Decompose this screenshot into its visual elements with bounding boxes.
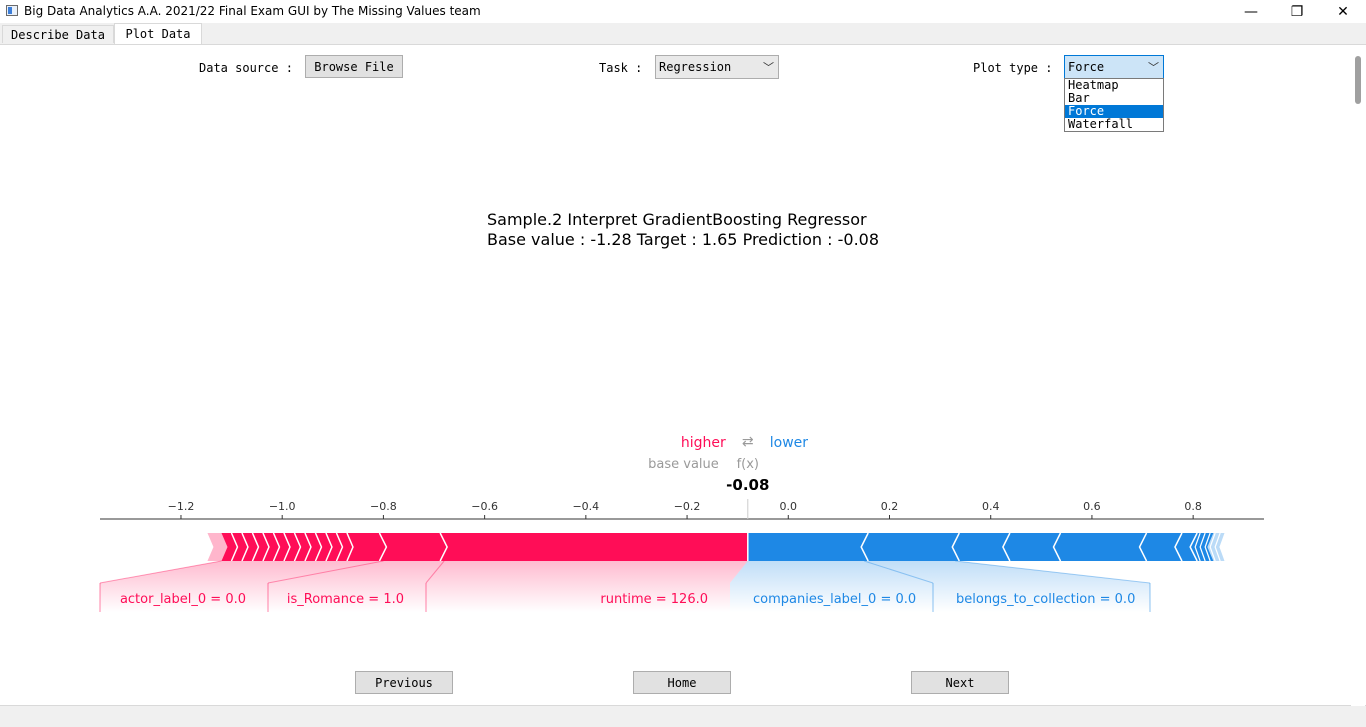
negative-bar-chevron <box>1199 532 1206 562</box>
tab-plot-data[interactable]: Plot Data <box>114 23 202 44</box>
chevron-down-icon: ﹀ <box>763 61 774 74</box>
positive-bar-chevron <box>304 532 312 562</box>
positive-feature-label: is_Romance = 1.0 <box>287 592 404 607</box>
negative-bar-divider <box>951 532 960 562</box>
x-tick-label: −1.0 <box>269 500 296 513</box>
positive-bar-divider <box>439 532 448 562</box>
plot-type-option-force[interactable]: Force <box>1065 105 1163 118</box>
plot-data-panel: Data source : Browse File Task : Regress… <box>0 44 1366 706</box>
x-tick-label: −0.2 <box>674 500 701 513</box>
x-tick-label: −0.8 <box>370 500 397 513</box>
previous-button[interactable]: Previous <box>355 671 453 694</box>
tab-bar: Describe Data Plot Data <box>0 23 1366 44</box>
negative-bar-divider <box>1002 532 1011 562</box>
negative-bar-divider <box>1138 532 1148 562</box>
plot-heading-line-1: Sample.2 Interpret GradientBoosting Regr… <box>487 210 867 229</box>
x-tick-label: 0.6 <box>1083 500 1101 513</box>
task-select[interactable]: Regression ﹀ <box>655 55 779 79</box>
plot-type-select-value: Force <box>1068 60 1105 74</box>
positive-feature-band <box>100 561 384 612</box>
task-label: Task : <box>599 61 643 75</box>
positive-feature-label: runtime = 126.0 <box>600 592 708 607</box>
chevron-down-icon: ﹀ <box>1148 61 1159 74</box>
negative-bar <box>747 533 1214 561</box>
plot-type-option-waterfall[interactable]: Waterfall <box>1068 117 1134 131</box>
positive-bar-chevron <box>283 532 291 562</box>
plot-heading-line-2: Base value : -1.28 Target : 1.65 Predict… <box>487 230 880 249</box>
negative-bar-chevron <box>1194 532 1201 562</box>
x-tick-label: 0.4 <box>982 500 1000 513</box>
legend-lower: lower <box>770 435 809 451</box>
plot-type-option-heatmap[interactable]: Heatmap <box>1068 78 1119 92</box>
positive-bar <box>221 533 748 561</box>
negative-bar-chevron <box>1219 532 1226 562</box>
x-tick-label: −0.6 <box>471 500 498 513</box>
plot-type-dropdown: Heatmap Bar Force Waterfall <box>1064 78 1164 132</box>
positive-feature-band <box>426 561 748 612</box>
positive-bar-divider <box>378 532 388 562</box>
home-button[interactable]: Home <box>633 671 731 694</box>
positive-feature-connector <box>425 560 445 584</box>
negative-feature-label: companies_label_0 = 0.0 <box>753 592 916 607</box>
positive-bar-chevron <box>314 532 323 562</box>
app-icon <box>6 5 18 16</box>
base-value-label: base value <box>648 457 719 472</box>
data-source-label: Data source : <box>199 61 293 75</box>
positive-bar-chevron <box>241 532 249 562</box>
close-button[interactable]: ✕ <box>1320 0 1366 23</box>
restore-icon: ❐ <box>1290 3 1304 20</box>
positive-feature-band <box>268 561 445 612</box>
positive-bar-chevron <box>262 532 270 562</box>
tab-describe-data[interactable]: Describe Data <box>2 25 114 43</box>
positive-feature-label: actor_label_0 = 0.0 <box>120 592 246 607</box>
negative-bar-divider <box>1174 532 1183 562</box>
plot-type-option-bar[interactable]: Bar <box>1068 91 1090 105</box>
negative-bar-divider <box>860 532 869 562</box>
x-tick-label: −0.4 <box>572 500 599 513</box>
positive-bar-tail <box>207 533 228 561</box>
plot-type-label: Plot type : <box>973 61 1053 75</box>
close-icon: ✕ <box>1337 3 1349 20</box>
positive-bar-chevron <box>335 532 344 562</box>
negative-feature-band <box>730 561 933 612</box>
x-tick-label: −1.2 <box>168 500 195 513</box>
scrollbar-thumb[interactable] <box>1355 56 1361 104</box>
negative-bar-chevron <box>1214 532 1221 562</box>
positive-bar-chevron <box>346 532 354 562</box>
prediction-value: -0.08 <box>726 476 769 494</box>
window-title: Big Data Analytics A.A. 2021/22 Final Ex… <box>24 4 481 18</box>
negative-bar-chevron <box>1209 532 1216 562</box>
restore-button[interactable]: ❐ <box>1274 0 1320 23</box>
plot-type-select[interactable]: Force ﹀ <box>1064 55 1164 79</box>
positive-bar-chevron <box>251 532 260 562</box>
browse-file-button[interactable]: Browse File <box>305 55 403 78</box>
minimize-icon: — <box>1244 3 1258 20</box>
next-button[interactable]: Next <box>911 671 1009 694</box>
legend-arrow-icon: ⇄ <box>742 434 754 450</box>
negative-bar-divider <box>1052 532 1062 562</box>
positive-bar-chevron <box>230 532 239 562</box>
negative-feature-label: belongs_to_collection = 0.0 <box>956 592 1135 607</box>
title-bar: Big Data Analytics A.A. 2021/22 Final Ex… <box>0 0 1366 23</box>
positive-bar-chevron <box>325 532 333 562</box>
x-tick-label: 0.8 <box>1184 500 1202 513</box>
fx-label: f(x) <box>737 457 759 472</box>
negative-feature-band <box>864 561 1150 612</box>
x-tick-label: 0.2 <box>881 500 899 513</box>
positive-bar-chevron <box>272 532 281 562</box>
negative-feature-connector <box>955 560 1151 584</box>
negative-bar-chevron <box>1204 532 1211 562</box>
positive-bar-chevron <box>293 532 302 562</box>
negative-bar-tail <box>1207 533 1226 561</box>
positive-feature-connector <box>267 560 384 584</box>
force-plot: higher ⇄ lower base value f(x) -0.08 −1.2 −1.0 −… <box>99 434 1264 612</box>
negative-bar-divider <box>1189 532 1198 562</box>
x-tick-label: 0.0 <box>780 500 798 513</box>
vertical-scrollbar[interactable] <box>1351 46 1365 706</box>
minimize-button[interactable]: — <box>1228 0 1274 23</box>
positive-feature-connector <box>99 560 222 584</box>
legend-higher: higher <box>681 435 726 451</box>
task-select-value: Regression <box>659 60 732 74</box>
